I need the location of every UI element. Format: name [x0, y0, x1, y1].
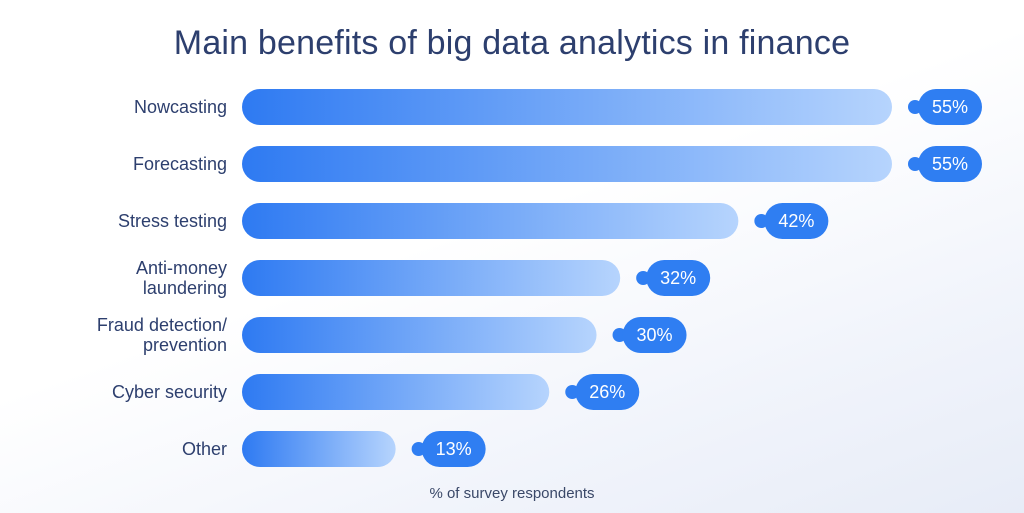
- value-badge: [646, 260, 711, 296]
- category-label: Stress testing: [118, 211, 227, 231]
- category-label: Nowcasting: [134, 97, 227, 117]
- bar: [242, 89, 892, 125]
- x-axis-label: % of survey respondents: [429, 485, 595, 502]
- value-badge: [918, 146, 982, 182]
- category-label: Anti-money laundering: [136, 258, 227, 298]
- value-label: 55%: [932, 154, 968, 174]
- value-label: 55%: [932, 97, 968, 117]
- bar: [242, 317, 597, 353]
- category-label: Other: [182, 439, 227, 459]
- bar: [242, 146, 892, 182]
- value-label: 30%: [637, 325, 673, 345]
- category-label: Fraud detection/prevention: [97, 315, 227, 355]
- bar: [242, 374, 550, 410]
- value-badge: [622, 317, 687, 353]
- value-badge: [575, 374, 640, 410]
- bar: [242, 431, 396, 467]
- value-label: 13%: [436, 439, 472, 459]
- bar: [242, 260, 621, 296]
- value-badge: [421, 431, 486, 467]
- bar: [242, 203, 739, 239]
- category-label: Forecasting: [133, 154, 227, 174]
- value-label: 42%: [778, 211, 814, 231]
- category-label: Cyber security: [112, 382, 227, 402]
- value-label: 32%: [660, 268, 696, 288]
- chart-title: Main benefits of big data analytics in f…: [173, 24, 851, 62]
- value-badge: [764, 203, 829, 239]
- value-badge: [918, 89, 982, 125]
- value-label: 26%: [589, 382, 625, 402]
